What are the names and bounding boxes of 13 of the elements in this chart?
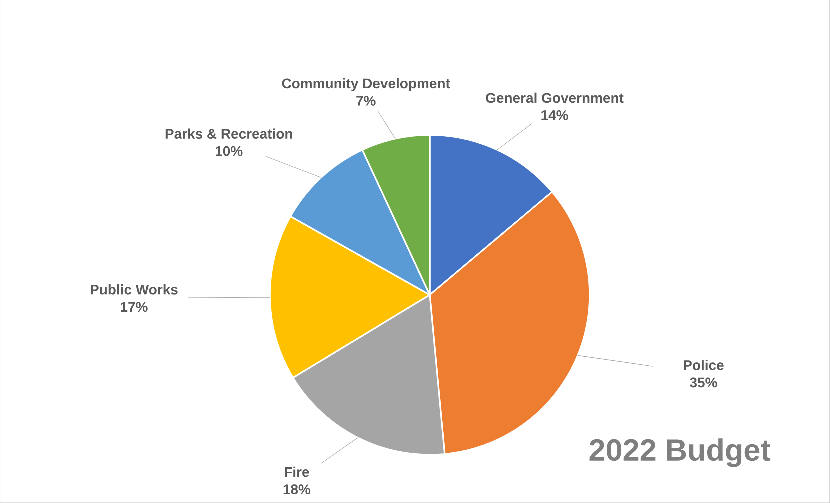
slice-label: Community Development [282,78,450,92]
slice-label: General Government [486,92,624,104]
data-label: 17% [121,302,148,312]
data-label: 7% [356,96,376,106]
slice-label: Police [684,360,724,370]
slice-label: Parks & Recreation [166,128,292,139]
data-label: 10% [216,146,243,156]
data-label: 18% [284,484,311,494]
slice-label: Fire [285,466,310,478]
data-label: 35% [690,378,718,388]
slice-label: Public Works [90,284,178,295]
data-label: 14% [542,110,568,120]
text: 2022 Budget [590,438,771,468]
